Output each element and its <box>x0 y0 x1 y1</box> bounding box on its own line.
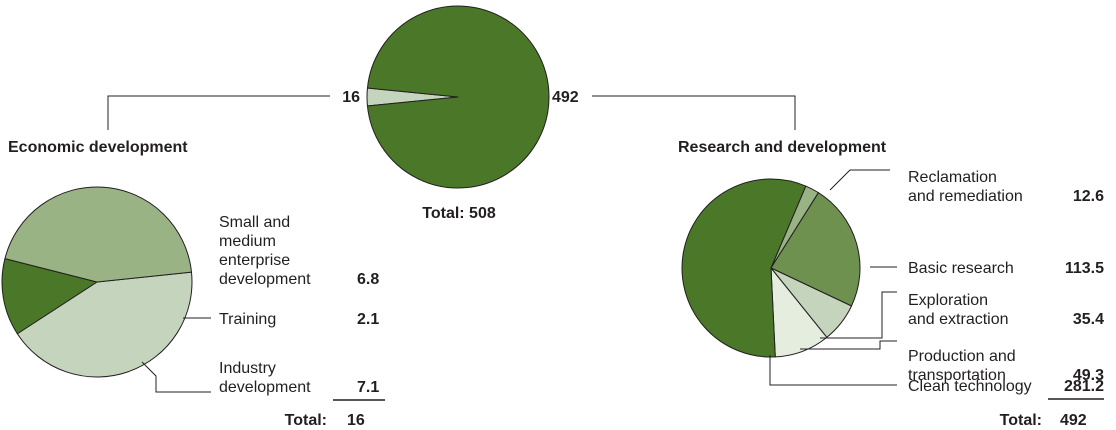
economic-leader-industry <box>141 361 211 393</box>
label-line: Production and <box>908 348 1016 365</box>
research-label-clean: Clean technology <box>908 378 1032 395</box>
research-value-reclamation: 12.6 <box>1073 188 1104 205</box>
label-line: transportation <box>908 367 1006 384</box>
research-leader-exploration <box>820 291 897 339</box>
overview-total: Total: 508 <box>422 205 496 222</box>
label-line: Industry <box>219 360 276 377</box>
label-line: medium <box>219 233 276 250</box>
research-total-value: 492 <box>1060 412 1087 429</box>
economic-value-training: 2.1 <box>357 311 379 328</box>
economic-slice-0 <box>16 271 193 378</box>
research-value-basic: 113.5 <box>1065 260 1104 277</box>
research-development-pie <box>681 178 861 358</box>
label-line: development <box>219 379 311 396</box>
economic-slice-2 <box>4 186 192 283</box>
label-line: Exploration <box>908 292 988 309</box>
overview-right-value: 492 <box>552 89 579 106</box>
label-line: enterprise <box>219 252 290 269</box>
research-value-production: 49.3 <box>1073 367 1104 384</box>
economic-total-label: Total: <box>285 412 327 429</box>
economic-slice-1 <box>1 258 98 335</box>
economic-development-title: Economic development <box>8 139 188 156</box>
label-line: Small and <box>219 214 290 231</box>
label-line: and extraction <box>908 311 1009 328</box>
label-line: development <box>219 271 311 288</box>
research-leader-clean <box>769 355 897 386</box>
research-value-exploration: 35.4 <box>1073 311 1104 328</box>
economic-value-small-medium: 6.8 <box>357 271 379 288</box>
research-development-title: Research and development <box>678 139 887 156</box>
overview-right-connector <box>592 95 796 130</box>
overview-left-value: 16 <box>342 89 360 106</box>
economic-development-pie <box>1 186 193 378</box>
overview-pie <box>366 5 550 189</box>
economic-label-industry: Industry development <box>219 360 311 396</box>
research-label-reclamation: Reclamation and remediation <box>908 169 1023 205</box>
label-line: and remediation <box>908 188 1023 205</box>
economic-total-value: 16 <box>347 412 365 429</box>
overview-slice-1 <box>366 5 550 189</box>
overview-left-connector <box>107 95 330 130</box>
research-label-exploration: Exploration and extraction <box>908 292 1009 328</box>
economic-label-small-medium: Small and medium enterprise development <box>219 214 311 288</box>
research-leader-reclamation <box>829 169 890 191</box>
research-slice-1 <box>770 192 861 307</box>
economic-label-training: Training <box>219 311 276 328</box>
research-leader-production <box>800 340 897 350</box>
research-label-basic: Basic research <box>908 260 1014 277</box>
label-line: Reclamation <box>908 169 997 186</box>
research-label-production: Production and transportation <box>908 348 1016 384</box>
economic-value-industry: 7.1 <box>357 379 379 396</box>
research-total-label: Total: <box>1000 412 1042 429</box>
research-value-clean: 281.2 <box>1064 378 1104 395</box>
research-slice-4 <box>681 178 807 358</box>
